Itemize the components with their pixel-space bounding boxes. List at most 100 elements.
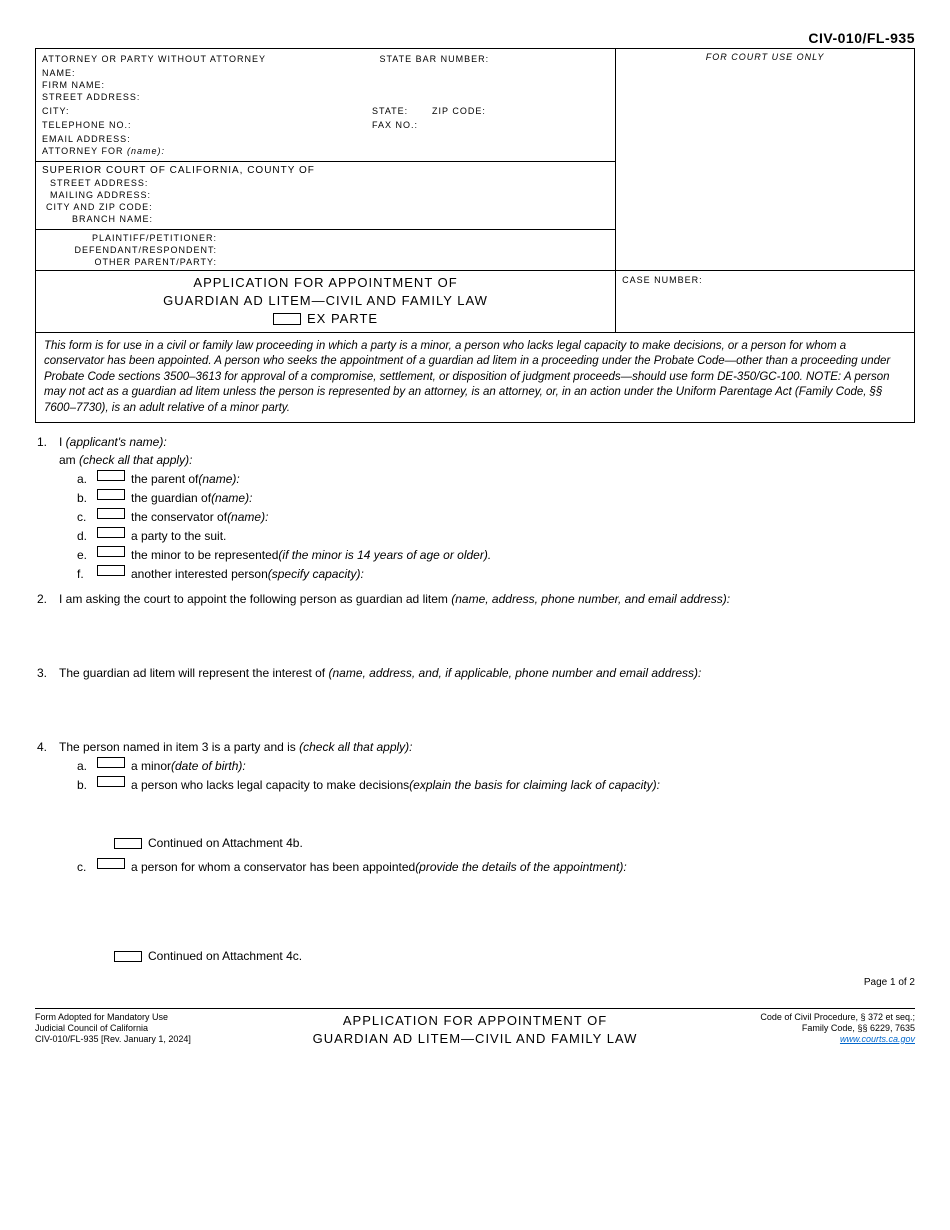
q4c-italic: (provide the details of the appointment)…: [415, 858, 626, 876]
q4b-checkbox[interactable]: [97, 776, 125, 787]
q1a-letter: a.: [77, 470, 97, 488]
name-label: NAME:: [42, 68, 609, 78]
q4b-attach-checkbox[interactable]: [114, 838, 142, 849]
footer-right1: Code of Civil Procedure, § 372 et seq.;: [695, 1012, 915, 1023]
phone-label: TELEPHONE NO.:: [42, 120, 372, 130]
caption-table: ATTORNEY OR PARTY WITHOUT ATTORNEY STATE…: [35, 48, 915, 333]
q1b-checkbox[interactable]: [97, 489, 125, 500]
item-3-num: 3.: [37, 664, 59, 732]
firm-label: FIRM NAME:: [42, 80, 609, 90]
q1a-italic: (name):: [198, 470, 239, 488]
q2-italic: (name, address, phone number, and email …: [451, 592, 730, 606]
item-2: 2. I am asking the court to appoint the …: [37, 590, 913, 658]
ex-parte-checkbox[interactable]: [273, 313, 301, 325]
q4b-italic: (explain the basis for claiming lack of …: [409, 776, 660, 794]
q1c-text: the conservator of: [131, 508, 227, 526]
city-label: CITY:: [42, 106, 372, 116]
attorney-for-label: ATTORNEY FOR: [42, 146, 124, 156]
q1e-italic: (if the minor is 14 years of age or olde…: [278, 546, 491, 564]
case-number-label: CASE NUMBER:: [622, 275, 703, 285]
q4a-letter: a.: [77, 757, 97, 775]
q1e-letter: e.: [77, 546, 97, 564]
defendant-label: DEFENDANT/RESPONDENT:: [42, 245, 217, 255]
q1b-letter: b.: [77, 489, 97, 507]
q1-intro: I: [59, 435, 66, 449]
footer-left2: Judicial Council of California: [35, 1023, 255, 1034]
attorney-for-row: ATTORNEY FOR (name):: [42, 146, 609, 156]
form-title-line2: GUARDIAN AD LITEM—CIVIL AND FAMILY LAW: [42, 292, 609, 310]
q1f-checkbox[interactable]: [97, 565, 125, 576]
state-field-label: STATE:: [372, 106, 432, 116]
q4c-attach-checkbox[interactable]: [114, 951, 142, 962]
court-cityzip-label: CITY AND ZIP CODE:: [46, 202, 609, 212]
q4c-text: a person for whom a conservator has been…: [131, 858, 415, 876]
q4c-checkbox[interactable]: [97, 858, 125, 869]
superior-court-label: SUPERIOR COURT OF CALIFORNIA, COUNTY OF: [42, 165, 609, 176]
q3-text: The guardian ad litem will represent the…: [59, 666, 328, 680]
q1c-italic: (name):: [227, 508, 268, 526]
item-1: 1. I (applicant's name): am (check all t…: [37, 433, 913, 584]
email-label: EMAIL ADDRESS:: [42, 134, 609, 144]
footer-link[interactable]: www.courts.ca.gov: [840, 1034, 915, 1044]
q1a-checkbox[interactable]: [97, 470, 125, 481]
state-bar-label: STATE BAR NUMBER:: [379, 54, 489, 64]
q3-italic: (name, address, and, if applicable, phon…: [328, 666, 701, 680]
item-3: 3. The guardian ad litem will represent …: [37, 664, 913, 732]
street-label: STREET ADDRESS:: [42, 92, 609, 102]
q4b-letter: b.: [77, 776, 97, 794]
footer-right2: Family Code, §§ 6229, 7635: [695, 1023, 915, 1034]
item-2-num: 2.: [37, 590, 59, 658]
page-number: Page 1 of 2: [35, 977, 915, 988]
q1-am: am: [59, 453, 79, 467]
zip-label: ZIP CODE:: [432, 106, 486, 116]
attorney-label: ATTORNEY OR PARTY WITHOUT ATTORNEY: [42, 54, 266, 64]
q1c-letter: c.: [77, 508, 97, 526]
court-info-cell: SUPERIOR COURT OF CALIFORNIA, COUNTY OF …: [36, 162, 616, 230]
q4b-attach-text: Continued on Attachment 4b.: [148, 836, 303, 850]
q1b-italic: (name):: [211, 489, 252, 507]
footer-center: APPLICATION FOR APPOINTMENT OF GUARDIAN …: [255, 1012, 695, 1048]
q4c-attach-text: Continued on Attachment 4c.: [148, 949, 302, 963]
attorney-for-italic: (name):: [127, 146, 165, 156]
footer-center1: APPLICATION FOR APPOINTMENT OF: [255, 1012, 695, 1030]
q1f-letter: f.: [77, 565, 97, 583]
q1a-text: the parent of: [131, 470, 198, 488]
q4-text: The person named in item 3 is a party an…: [59, 740, 299, 754]
item-4-num: 4.: [37, 738, 59, 971]
item-1-num: 1.: [37, 433, 59, 584]
footer-left1: Form Adopted for Mandatory Use: [35, 1012, 255, 1023]
ex-parte-label: EX PARTE: [307, 310, 378, 328]
q1d-checkbox[interactable]: [97, 527, 125, 538]
plaintiff-label: PLAINTIFF/PETITIONER:: [42, 233, 217, 243]
party-cell: PLAINTIFF/PETITIONER: DEFENDANT/RESPONDE…: [36, 230, 616, 271]
q1e-checkbox[interactable]: [97, 546, 125, 557]
q1b-text: the guardian of: [131, 489, 211, 507]
attorney-info-cell: ATTORNEY OR PARTY WITHOUT ATTORNEY STATE…: [36, 49, 616, 162]
instructions-box: This form is for use in a civil or famil…: [35, 333, 915, 424]
form-number-header: CIV-010/FL-935: [35, 30, 915, 46]
footer-center2: GUARDIAN AD LITEM—CIVIL AND FAMILY LAW: [255, 1030, 695, 1048]
court-use-cell: FOR COURT USE ONLY: [616, 49, 915, 271]
form-title-line1: APPLICATION FOR APPOINTMENT OF: [42, 274, 609, 292]
q1f-text: another interested person: [131, 565, 268, 583]
q1-am-italic: (check all that apply):: [79, 453, 192, 467]
fax-label: FAX NO.:: [372, 120, 418, 130]
q4a-italic: (date of birth):: [171, 757, 246, 775]
q1e-text: the minor to be represented: [131, 546, 278, 564]
court-branch-label: BRANCH NAME:: [72, 214, 609, 224]
q1c-checkbox[interactable]: [97, 508, 125, 519]
q1-intro-italic: (applicant's name):: [66, 435, 167, 449]
footer-right: Code of Civil Procedure, § 372 et seq.; …: [695, 1012, 915, 1044]
form-title-cell: APPLICATION FOR APPOINTMENT OF GUARDIAN …: [36, 271, 616, 333]
q4-italic: (check all that apply):: [299, 740, 412, 754]
footer-left: Form Adopted for Mandatory Use Judicial …: [35, 1012, 255, 1044]
q1f-italic: (specify capacity):: [268, 565, 364, 583]
footer-left3: CIV-010/FL-935 [Rev. January 1, 2024]: [35, 1034, 255, 1045]
q1d-text: a party to the suit.: [131, 527, 226, 545]
court-street-label: STREET ADDRESS:: [50, 178, 609, 188]
q4a-checkbox[interactable]: [97, 757, 125, 768]
case-number-cell: CASE NUMBER:: [616, 271, 915, 333]
other-party-label: OTHER PARENT/PARTY:: [42, 257, 217, 267]
q4b-text: a person who lacks legal capacity to mak…: [131, 776, 409, 794]
item-4: 4. The person named in item 3 is a party…: [37, 738, 913, 971]
